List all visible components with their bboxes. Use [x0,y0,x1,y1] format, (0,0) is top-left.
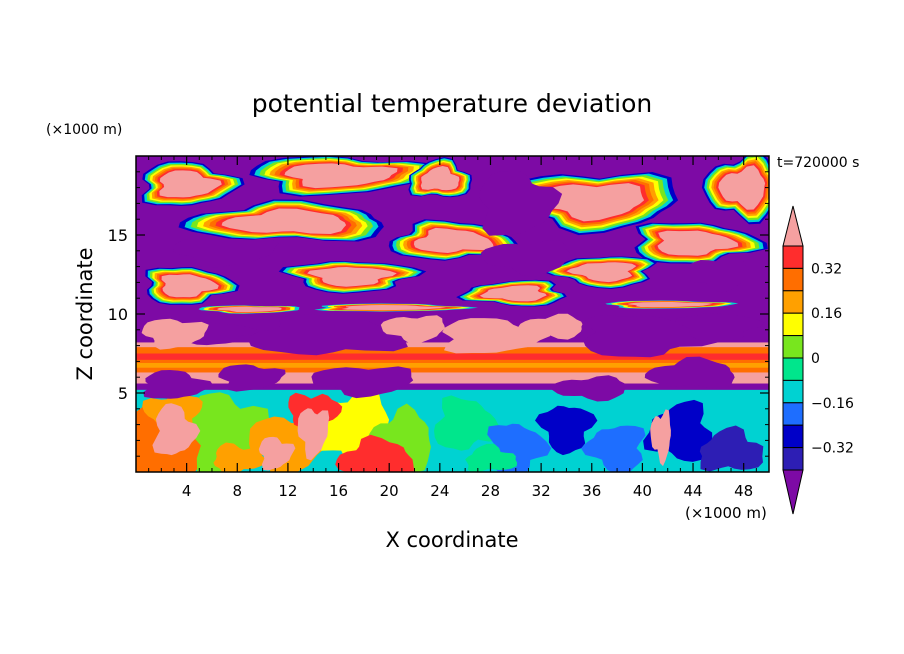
lower-plume [258,436,296,471]
y-tick-label: 10 [108,305,128,324]
x-tick-label: 28 [481,482,500,500]
filament [627,302,713,308]
mid-positive-patch [442,318,552,354]
x-tick-label: 32 [532,482,551,500]
colorbar-swatch [782,290,804,314]
x-tick-label: 16 [329,482,348,500]
x-unit-label: (×1000 m) [685,504,767,522]
plot-area [136,156,769,472]
upper-positive-patch [413,227,494,253]
upper-positive-patch [535,183,645,222]
upper-positive-patch [657,230,739,256]
colorbar-swatch [782,424,804,449]
colorbar-swatch [782,335,804,359]
upper-positive-patch [479,285,547,302]
upper-positive-patch [221,208,347,234]
y-tick-label: 15 [108,226,128,245]
colorbar-swatch [782,357,804,381]
colorbar-swatch [782,245,804,269]
colorbar-swatch [782,312,804,337]
mid-negative-patch [143,370,214,399]
x-tick-label: 8 [233,482,243,500]
lower-field-patch [434,395,503,451]
y-axis: 5 10 15 [108,171,769,457]
upper-positive-patch [161,274,219,298]
upper-positive-patch [307,267,397,287]
band-line [136,362,769,368]
upper-positive-patch [420,166,460,191]
filament [217,306,282,313]
x-tick-label: 48 [734,482,753,500]
x-tick-label: 40 [633,482,652,500]
mid-positive-patch [141,318,209,350]
colorbar-label: 0.32 [811,261,842,277]
time-label: t=720000 s [777,155,859,171]
mid-negative-patch [311,366,414,399]
colorbar-swatch [782,447,804,471]
colorbar-label: 0.16 [811,306,842,322]
colorbar-label: 0 [811,351,820,367]
mid-positive-patch [380,315,445,344]
y-unit-label: (×1000 m) [46,122,122,138]
x-axis: 4 8 12 16 20 24 28 32 36 40 44 48 [148,156,757,500]
upper-positive-patch [718,165,766,210]
y-axis-label: Z coordinate [73,247,97,380]
colorbar-swatch [782,379,804,404]
band-line [136,353,769,360]
lower-field-patch [213,442,267,472]
colorbar-label: −0.32 [811,441,854,457]
mid-negative-patch [549,375,628,402]
upper-negative-patch [478,171,563,236]
upper-positive-patch [284,163,398,189]
mid-negative-patch [218,364,286,392]
upper-negative-patch [172,237,279,268]
lower-plume [650,409,671,467]
x-tick-label: 44 [683,482,702,500]
x-tick-label: 24 [430,482,449,500]
mid-positive-patch [518,313,583,340]
x-tick-label: 36 [582,482,601,500]
colorbar-label: −0.16 [811,396,854,412]
y-tick-label: 5 [118,384,128,403]
x-tick-label: 12 [278,482,297,500]
filament [341,305,446,311]
x-tick-label: 20 [380,482,399,500]
lower-plume [152,403,201,456]
lower-field-patch [335,434,414,472]
colorbar-bottom-arrow [782,469,804,515]
lower-plume [297,408,330,461]
lower-field-patch [581,425,646,472]
mid-negative-patch [644,356,735,389]
chart-title: potential temperature deviation [252,89,652,118]
upper-positive-patch [566,262,637,283]
lower-field-patch [465,443,518,472]
colorbar: 0.32 0.16 0 −0.16 −0.32 [782,205,854,515]
mid-negative-patch [675,313,764,343]
upper-positive-patch [159,170,222,198]
upper-negative-patch [480,240,571,277]
x-axis-label: X coordinate [385,528,518,552]
lower-field-patch [535,405,598,456]
colorbar-top-arrow [782,205,804,247]
lower-field-patch [699,425,764,472]
x-tick-label: 4 [182,482,192,500]
colorbar-swatch [782,402,804,426]
colorbar-swatch [782,267,804,292]
upper-negative-patch [684,255,749,293]
mid-negative-patch [248,313,408,356]
field-layer [136,156,769,472]
